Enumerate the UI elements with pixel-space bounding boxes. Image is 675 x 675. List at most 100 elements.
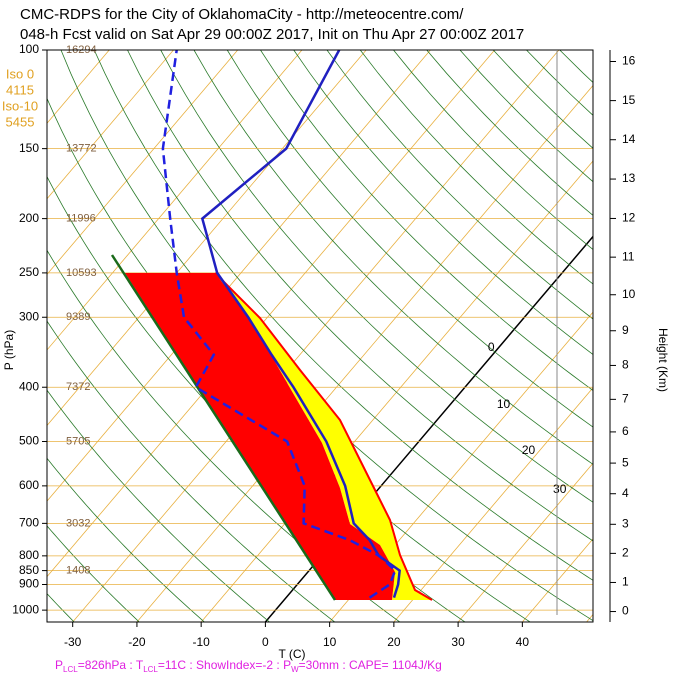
y-tick-label: 150: [19, 141, 39, 155]
dry-adiabat: [426, 50, 593, 216]
dry-adiabat: [260, 50, 593, 391]
isotherm: [47, 50, 239, 275]
y-tick-label: 500: [19, 434, 39, 448]
y-tick-label: 900: [19, 577, 39, 591]
freezing-label: Iso-10: [2, 98, 38, 113]
height-label: 5705: [66, 435, 90, 447]
freezing-label: 5455: [6, 114, 35, 129]
y2-tick-label: 3: [622, 516, 629, 530]
isotherm: [200, 160, 593, 622]
y2-tick-label: 15: [622, 93, 636, 107]
y-tick-label: 700: [19, 516, 39, 530]
y2-tick-label: 0: [622, 604, 629, 618]
y2-tick-label: 14: [622, 132, 636, 146]
y-tick-label: 100: [19, 42, 39, 56]
x-tick-label: -20: [128, 635, 146, 649]
footer-text: =11C : ShowIndex=-2 : P: [158, 658, 291, 672]
y2-axis-label: Height (Km): [656, 328, 670, 392]
y2-tick-label: 11: [622, 249, 635, 263]
footer-text: P: [55, 658, 63, 672]
freezing-label: Iso 0: [6, 66, 34, 81]
y2-tick-label: 12: [622, 211, 636, 225]
isotherm-label: 0: [488, 340, 495, 354]
cape-fill: [125, 273, 395, 600]
y-tick-label: 800: [19, 548, 39, 562]
cape-area: [110, 254, 433, 601]
isotherm: [47, 50, 174, 200]
dry-adiabat: [293, 50, 593, 355]
height-label: 1408: [66, 565, 90, 577]
y2-tick-label: 4: [622, 486, 629, 500]
dry-adiabat: [359, 50, 593, 285]
y2-tick-label: 13: [622, 171, 636, 185]
dewpoint-line: [161, 49, 397, 599]
footer-text: =30mm : CAPE= 1104J/Kg: [299, 658, 442, 672]
dry-adiabat: [47, 320, 335, 622]
y-tick-label: 400: [19, 379, 39, 393]
foreground: 1001502002503004005006007008008509001000…: [2, 42, 636, 649]
isotherm: [47, 50, 367, 427]
height-label: 3032: [66, 517, 90, 529]
freezing-label: 4115: [6, 82, 34, 97]
plot-frame: [46, 49, 594, 623]
footer-subscript: LCL: [63, 665, 78, 674]
footer-text: =826hPa : T: [78, 658, 144, 672]
dry-adiabat: [127, 50, 593, 542]
dry-adiabat: [47, 389, 270, 622]
y2-tick-label: 8: [622, 358, 629, 372]
x-tick-label: -10: [192, 635, 210, 649]
x-axis-label: T (C): [278, 647, 305, 661]
height-label: 11996: [66, 213, 96, 225]
dry-adiabat: [47, 457, 205, 622]
isotherm-label: 20: [522, 443, 536, 457]
y-tick-label: 600: [19, 478, 39, 492]
dry-adiabat: [526, 50, 593, 116]
isotherm: [457, 462, 593, 622]
virtual-temp-line: [214, 272, 433, 601]
height-label: 13772: [66, 143, 97, 155]
x-tick-label: 40: [516, 635, 530, 649]
chart-subtitle: 048-h Fcst valid on Sat Apr 29 00:00Z 20…: [20, 26, 524, 43]
dry-adiabat: [93, 50, 593, 581]
y2-tick-label: 16: [622, 54, 636, 68]
isotherm: [393, 387, 593, 622]
x-tick-label: 10: [323, 635, 337, 649]
x-tick-label: 0: [262, 635, 269, 649]
dry-adiabat: [326, 50, 593, 320]
dry-adiabat: [193, 50, 593, 465]
y-tick-label: 850: [19, 563, 39, 577]
y2-tick-label: 7: [622, 392, 629, 406]
isotherm: [522, 538, 593, 622]
height-label: 7372: [66, 381, 90, 393]
y2-tick-label: 10: [622, 287, 636, 301]
footer-subscript: W: [291, 665, 299, 674]
height-label: 9389: [66, 311, 90, 323]
y2-tick-label: 2: [622, 546, 629, 560]
footer-subscript: LCL: [143, 665, 158, 674]
height-label: 10593: [66, 267, 97, 279]
footer: PLCL=826hPa : TLCL=11C : ShowIndex=-2 : …: [55, 658, 442, 674]
isotherm: [329, 311, 593, 622]
chart-title: CMC-RDPS for the City of OklahomaCity - …: [20, 6, 464, 23]
isotherm: [47, 50, 303, 351]
dry-adiabat: [492, 50, 593, 149]
y2-tick-label: 1: [622, 575, 629, 589]
dry-adiabat: [47, 525, 140, 622]
y-tick-label: 250: [19, 265, 39, 279]
y2-tick-label: 9: [622, 323, 629, 337]
isotherm: [136, 84, 593, 622]
dry-adiabat: [160, 50, 593, 503]
y2-tick-label: 5: [622, 455, 629, 469]
y-axis-label: P (hPa): [2, 330, 16, 370]
y-tick-label: 300: [19, 309, 39, 323]
isotherm: [47, 50, 110, 124]
y-tick-label: 1000: [12, 602, 39, 616]
x-tick-label: 30: [451, 635, 465, 649]
y2-tick-label: 6: [622, 424, 629, 438]
y-tick-label: 200: [19, 211, 39, 225]
x-tick-label: 20: [387, 635, 401, 649]
isotherm-label: 10: [497, 397, 511, 411]
dry-adiabat: [226, 50, 593, 428]
temperature-line: [200, 49, 401, 599]
